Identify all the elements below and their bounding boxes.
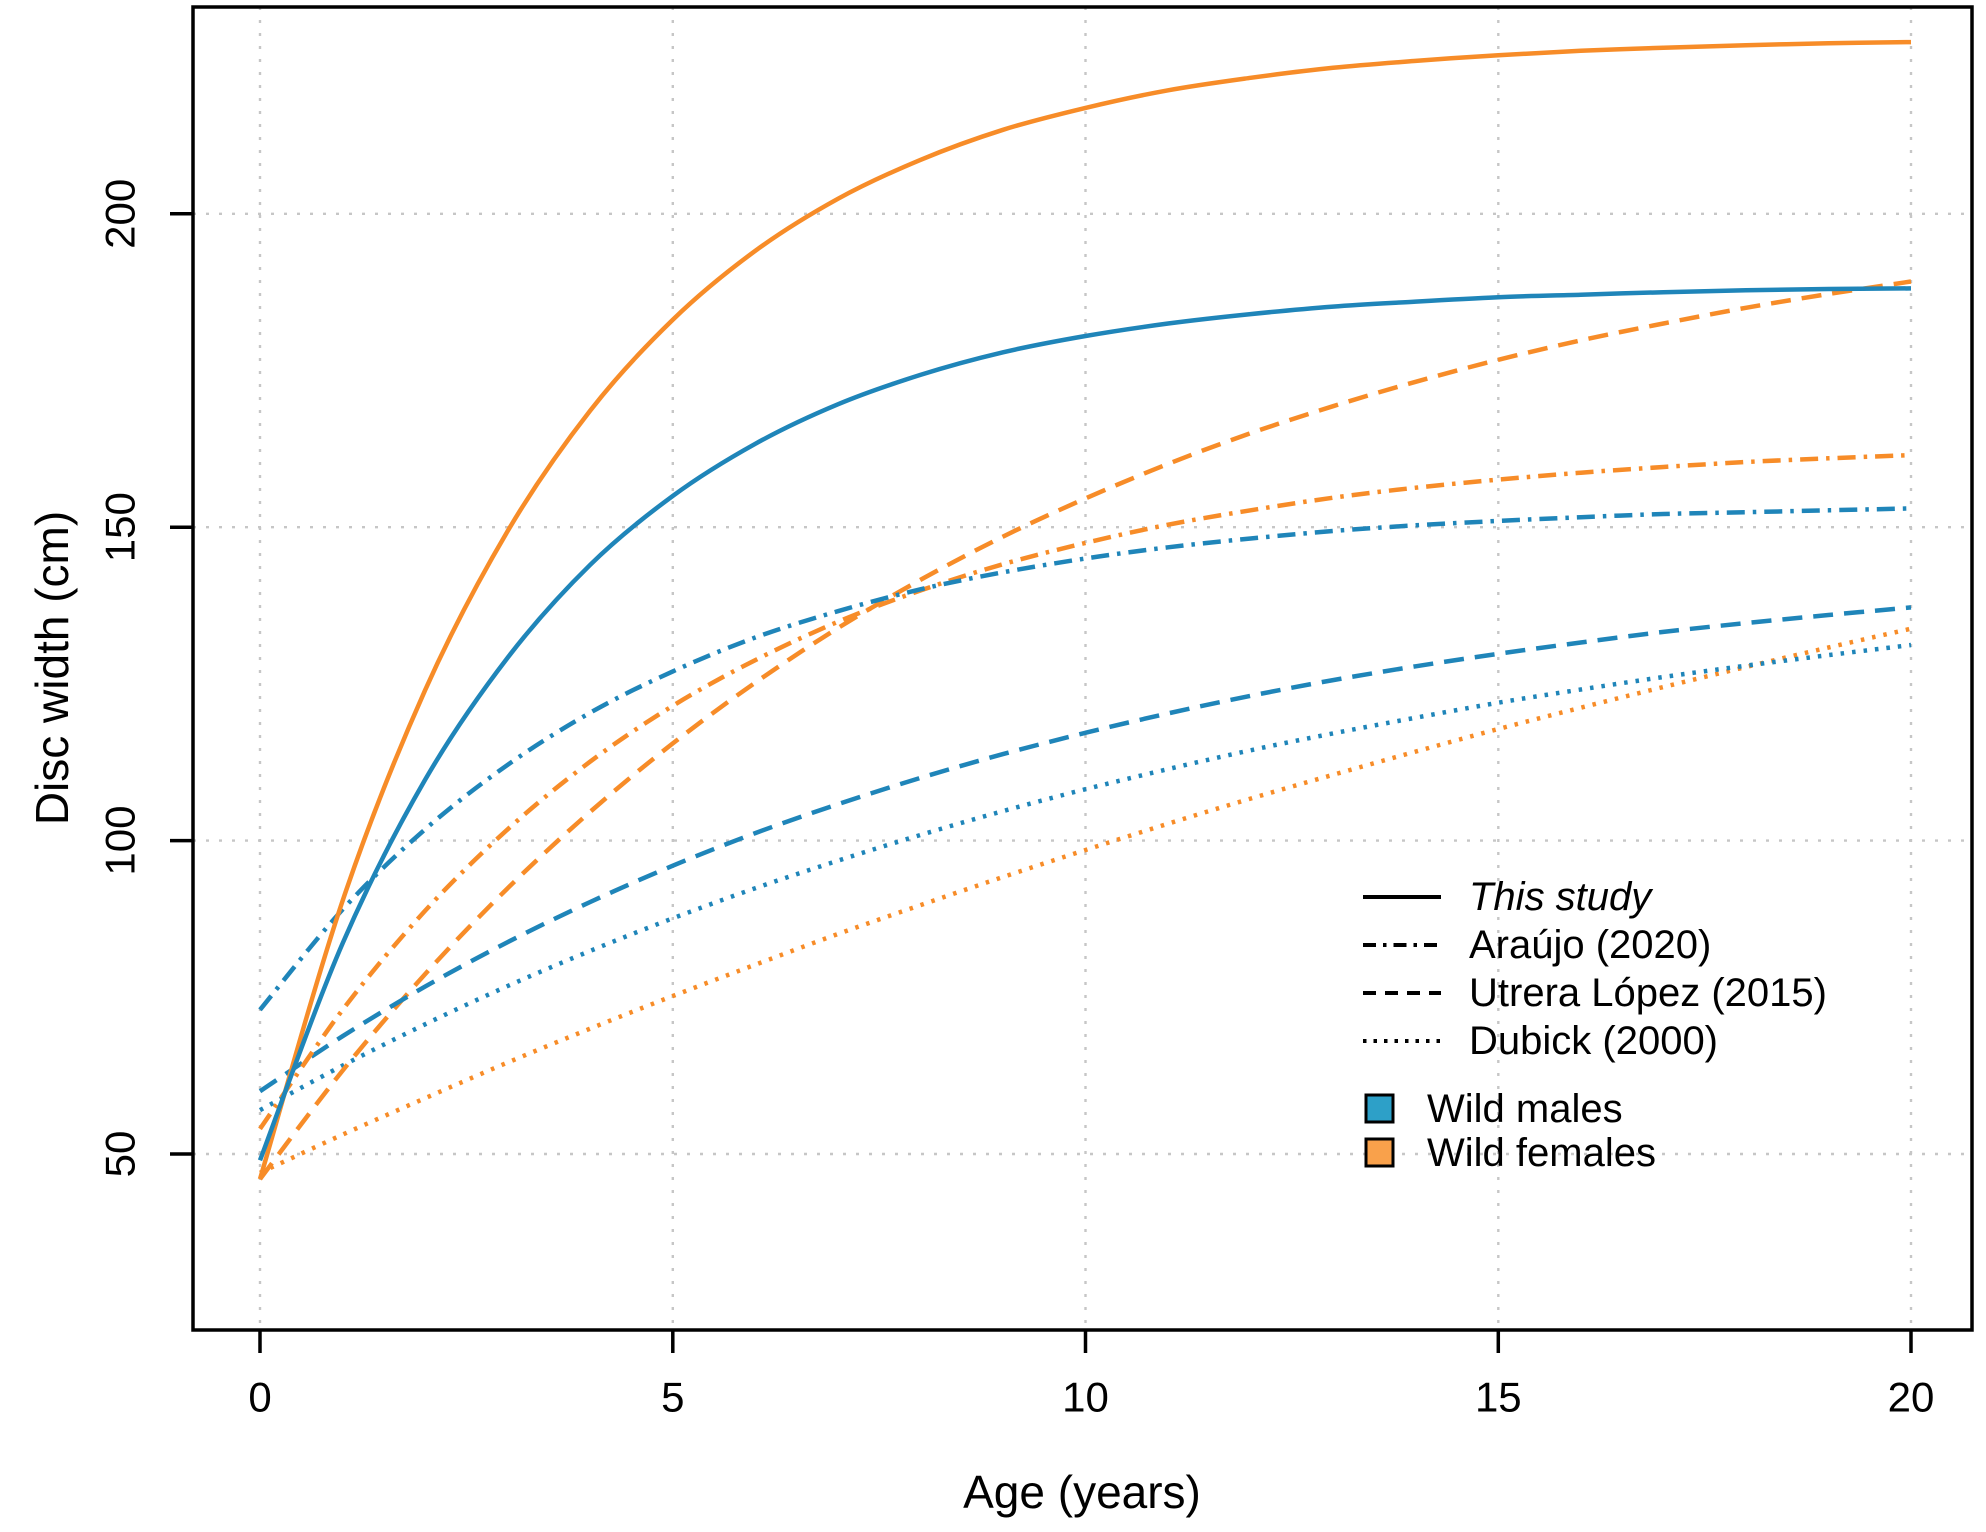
x-axis-title: Age (years) — [963, 1466, 1201, 1518]
legend: This study Araújo (2020) Utrera López (2… — [1363, 875, 1827, 1175]
x-tick-label: 10 — [1062, 1374, 1109, 1421]
y-tick-label: 150 — [97, 492, 144, 562]
gridlines — [193, 7, 1972, 1330]
legend-swatch-wild-females — [1364, 1137, 1395, 1168]
axis-ticks: 0 5 10 15 20 50 100 150 200 — [97, 179, 1935, 1421]
y-tick-label: 200 — [97, 179, 144, 249]
curve-this-study-females — [257, 39, 1912, 1180]
curve-araujo-2020-females — [258, 452, 1912, 1131]
y-tick-label: 50 — [97, 1131, 144, 1178]
y-axis-title: Disc width (cm) — [26, 511, 78, 825]
curve-dubick-2000-males — [258, 642, 1912, 1113]
legend-label-dubick: Dubick (2000) — [1469, 1019, 1718, 1063]
legend-label-this-study: This study — [1469, 875, 1654, 919]
x-tick-label: 0 — [248, 1374, 271, 1421]
legend-swatch-wild-males — [1364, 1093, 1395, 1124]
legend-label-utrera-lopez: Utrera López (2015) — [1469, 971, 1827, 1015]
legend-label-wild-females: Wild females — [1427, 1131, 1656, 1175]
x-tick-label: 20 — [1888, 1374, 1935, 1421]
growth-curves — [257, 39, 1912, 1181]
legend-label-araujo: Araújo (2020) — [1469, 923, 1711, 967]
curve-dubick-2000-females — [259, 626, 1912, 1175]
curve-utrera-lopez-2015-males — [258, 605, 1912, 1094]
y-tick-label: 100 — [97, 806, 144, 876]
x-tick-label: 5 — [661, 1374, 684, 1421]
plot-border — [191, 5, 1974, 1332]
legend-label-wild-males: Wild males — [1427, 1087, 1623, 1131]
curve-this-study-males — [257, 286, 1912, 1162]
curve-utrera-lopez-2015-females — [258, 279, 1912, 1181]
curve-araujo-2020-males — [258, 506, 1912, 1012]
x-tick-label: 15 — [1475, 1374, 1522, 1421]
